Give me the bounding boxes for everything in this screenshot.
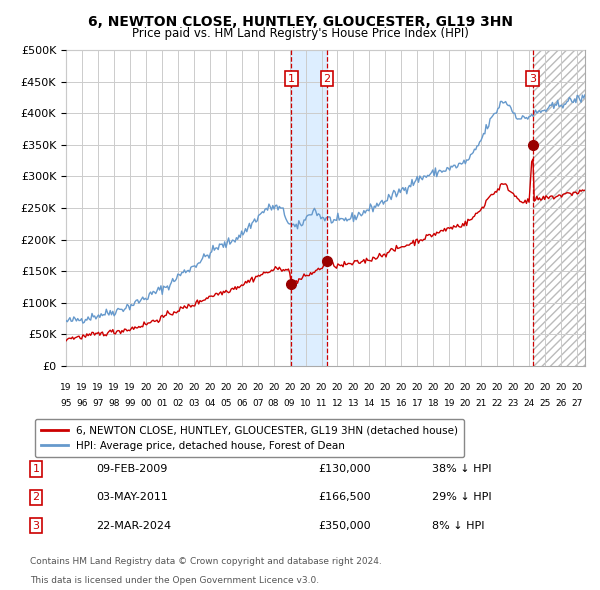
Text: This data is licensed under the Open Government Licence v3.0.: This data is licensed under the Open Gov… <box>30 576 319 585</box>
Text: 20: 20 <box>460 384 471 392</box>
Text: 20: 20 <box>380 384 391 392</box>
Text: 05: 05 <box>220 399 232 408</box>
Text: 18: 18 <box>428 399 439 408</box>
Text: 14: 14 <box>364 399 375 408</box>
Text: 20: 20 <box>204 384 215 392</box>
Text: 20: 20 <box>300 384 311 392</box>
Text: 01: 01 <box>156 399 167 408</box>
Text: 19: 19 <box>60 384 72 392</box>
Text: 20: 20 <box>268 384 279 392</box>
Text: 20: 20 <box>188 384 199 392</box>
Text: 2: 2 <box>32 493 40 502</box>
Text: 09-FEB-2009: 09-FEB-2009 <box>96 464 167 474</box>
Text: 20: 20 <box>428 384 439 392</box>
Text: 20: 20 <box>156 384 167 392</box>
Text: 20: 20 <box>523 384 535 392</box>
Text: £166,500: £166,500 <box>318 493 371 502</box>
Text: 06: 06 <box>236 399 247 408</box>
Text: 3: 3 <box>529 74 536 84</box>
Text: 15: 15 <box>380 399 391 408</box>
Text: 21: 21 <box>476 399 487 408</box>
Text: 20: 20 <box>364 384 375 392</box>
Text: 25: 25 <box>539 399 551 408</box>
Text: 8% ↓ HPI: 8% ↓ HPI <box>432 521 485 530</box>
Text: 20: 20 <box>332 384 343 392</box>
Text: 20: 20 <box>571 384 583 392</box>
Text: 20: 20 <box>491 384 503 392</box>
Text: 24: 24 <box>523 399 535 408</box>
Text: 20: 20 <box>284 384 295 392</box>
Text: 20: 20 <box>556 384 567 392</box>
Text: 22: 22 <box>491 399 503 408</box>
Text: 22-MAR-2024: 22-MAR-2024 <box>96 521 171 530</box>
Text: 17: 17 <box>412 399 423 408</box>
Text: 11: 11 <box>316 399 327 408</box>
Text: 1: 1 <box>288 74 295 84</box>
Bar <box>292 50 327 366</box>
Text: £130,000: £130,000 <box>318 464 371 474</box>
Text: 20: 20 <box>252 384 263 392</box>
Text: 03-MAY-2011: 03-MAY-2011 <box>96 493 168 502</box>
Text: 27: 27 <box>571 399 583 408</box>
Text: 1: 1 <box>32 464 40 474</box>
Text: 2: 2 <box>323 74 331 84</box>
Text: 20: 20 <box>508 384 519 392</box>
Text: 20: 20 <box>412 384 423 392</box>
Text: 08: 08 <box>268 399 280 408</box>
Text: 04: 04 <box>204 399 215 408</box>
Text: 00: 00 <box>140 399 152 408</box>
Text: 10: 10 <box>300 399 311 408</box>
Text: 19: 19 <box>443 399 455 408</box>
Bar <box>533 50 585 366</box>
Text: 20: 20 <box>316 384 327 392</box>
Text: 20: 20 <box>220 384 232 392</box>
Text: 6, NEWTON CLOSE, HUNTLEY, GLOUCESTER, GL19 3HN: 6, NEWTON CLOSE, HUNTLEY, GLOUCESTER, GL… <box>88 15 512 29</box>
Text: 16: 16 <box>395 399 407 408</box>
Text: £350,000: £350,000 <box>318 521 371 530</box>
Text: 23: 23 <box>508 399 519 408</box>
Text: 13: 13 <box>347 399 359 408</box>
Text: 20: 20 <box>476 384 487 392</box>
Text: 19: 19 <box>108 384 119 392</box>
Text: 20: 20 <box>443 384 455 392</box>
Text: 20: 20 <box>140 384 152 392</box>
Text: 20: 20 <box>539 384 551 392</box>
Text: 99: 99 <box>124 399 136 408</box>
Text: 07: 07 <box>252 399 263 408</box>
Text: 96: 96 <box>76 399 88 408</box>
Text: 20: 20 <box>460 399 471 408</box>
Text: 12: 12 <box>332 399 343 408</box>
Text: 20: 20 <box>348 384 359 392</box>
Text: 29% ↓ HPI: 29% ↓ HPI <box>432 493 491 502</box>
Text: 09: 09 <box>284 399 295 408</box>
Text: 3: 3 <box>32 521 40 530</box>
Text: 03: 03 <box>188 399 200 408</box>
Text: 97: 97 <box>92 399 104 408</box>
Text: 19: 19 <box>124 384 136 392</box>
Text: 19: 19 <box>76 384 88 392</box>
Text: Price paid vs. HM Land Registry's House Price Index (HPI): Price paid vs. HM Land Registry's House … <box>131 27 469 40</box>
Text: 20: 20 <box>395 384 407 392</box>
Text: 98: 98 <box>108 399 119 408</box>
Bar <box>533 50 585 366</box>
Text: 38% ↓ HPI: 38% ↓ HPI <box>432 464 491 474</box>
Text: 19: 19 <box>92 384 104 392</box>
Text: 02: 02 <box>172 399 184 408</box>
Text: 95: 95 <box>60 399 72 408</box>
Text: 20: 20 <box>236 384 247 392</box>
Text: Contains HM Land Registry data © Crown copyright and database right 2024.: Contains HM Land Registry data © Crown c… <box>30 557 382 566</box>
Text: 20: 20 <box>172 384 184 392</box>
Text: 26: 26 <box>556 399 567 408</box>
Legend: 6, NEWTON CLOSE, HUNTLEY, GLOUCESTER, GL19 3HN (detached house), HPI: Average pr: 6, NEWTON CLOSE, HUNTLEY, GLOUCESTER, GL… <box>35 419 464 457</box>
